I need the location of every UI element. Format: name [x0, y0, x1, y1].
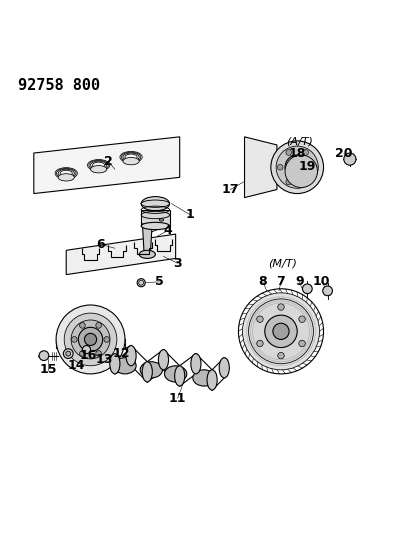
Text: 92758 800: 92758 800 — [18, 78, 100, 93]
Ellipse shape — [207, 370, 217, 390]
Circle shape — [71, 320, 110, 359]
Ellipse shape — [114, 358, 136, 374]
Circle shape — [285, 155, 309, 180]
Circle shape — [66, 351, 71, 356]
Circle shape — [257, 316, 263, 322]
Text: 8: 8 — [258, 276, 267, 288]
Circle shape — [96, 322, 102, 328]
Text: 6: 6 — [96, 238, 105, 251]
Ellipse shape — [175, 366, 185, 386]
Ellipse shape — [110, 353, 120, 374]
Circle shape — [63, 349, 73, 359]
Text: 3: 3 — [173, 257, 182, 270]
Ellipse shape — [141, 197, 170, 211]
Circle shape — [277, 164, 283, 170]
Circle shape — [302, 284, 312, 294]
Polygon shape — [244, 137, 277, 198]
Circle shape — [286, 179, 292, 185]
Ellipse shape — [139, 251, 155, 259]
Ellipse shape — [126, 345, 136, 366]
Polygon shape — [142, 224, 152, 252]
Text: 19: 19 — [299, 159, 316, 173]
Ellipse shape — [193, 370, 215, 386]
Circle shape — [248, 299, 313, 364]
Text: 18: 18 — [288, 147, 306, 160]
Ellipse shape — [158, 350, 169, 370]
Text: 1: 1 — [186, 208, 194, 221]
Circle shape — [271, 141, 324, 193]
Text: (M/T): (M/T) — [268, 259, 297, 268]
Circle shape — [56, 305, 125, 374]
Ellipse shape — [140, 362, 162, 378]
Ellipse shape — [58, 174, 74, 181]
Polygon shape — [56, 340, 125, 348]
Text: 7: 7 — [277, 276, 285, 288]
Text: 11: 11 — [169, 392, 186, 405]
Circle shape — [257, 340, 263, 347]
Text: 16: 16 — [80, 349, 97, 362]
Circle shape — [80, 351, 85, 357]
Ellipse shape — [164, 366, 187, 382]
Text: 10: 10 — [313, 276, 330, 288]
Bar — [141, 210, 170, 226]
Circle shape — [299, 340, 305, 347]
Text: 13: 13 — [96, 353, 113, 366]
Text: 5: 5 — [155, 276, 164, 288]
Circle shape — [278, 352, 284, 359]
Ellipse shape — [91, 166, 107, 173]
Polygon shape — [34, 137, 180, 193]
Circle shape — [278, 304, 284, 310]
Circle shape — [80, 322, 85, 328]
Circle shape — [344, 153, 356, 165]
Text: (A/T): (A/T) — [286, 136, 313, 147]
Text: 20: 20 — [335, 147, 353, 160]
Text: 12: 12 — [112, 347, 130, 360]
Circle shape — [265, 315, 297, 348]
Circle shape — [104, 337, 110, 342]
Circle shape — [311, 164, 317, 170]
Circle shape — [71, 337, 77, 342]
Ellipse shape — [191, 353, 201, 374]
Circle shape — [286, 150, 292, 155]
Circle shape — [137, 279, 145, 287]
Polygon shape — [66, 234, 175, 274]
Circle shape — [303, 150, 308, 155]
Text: 17: 17 — [222, 183, 239, 196]
Ellipse shape — [219, 358, 229, 378]
Circle shape — [299, 316, 305, 322]
Circle shape — [291, 161, 303, 173]
Ellipse shape — [123, 157, 139, 165]
Text: 15: 15 — [39, 364, 57, 376]
Circle shape — [39, 351, 49, 360]
Ellipse shape — [160, 219, 164, 221]
Text: 4: 4 — [163, 224, 172, 237]
Circle shape — [78, 327, 103, 352]
Circle shape — [285, 155, 317, 188]
Circle shape — [303, 179, 308, 185]
Circle shape — [273, 323, 289, 340]
Text: 14: 14 — [68, 359, 85, 372]
Circle shape — [323, 286, 333, 296]
Circle shape — [242, 293, 319, 370]
Text: 2: 2 — [104, 156, 113, 168]
Circle shape — [276, 146, 318, 188]
Ellipse shape — [142, 362, 152, 382]
Circle shape — [64, 313, 117, 366]
Ellipse shape — [141, 222, 170, 230]
Circle shape — [82, 345, 91, 353]
Circle shape — [96, 351, 102, 357]
Circle shape — [84, 333, 97, 345]
Text: 9: 9 — [295, 276, 304, 288]
